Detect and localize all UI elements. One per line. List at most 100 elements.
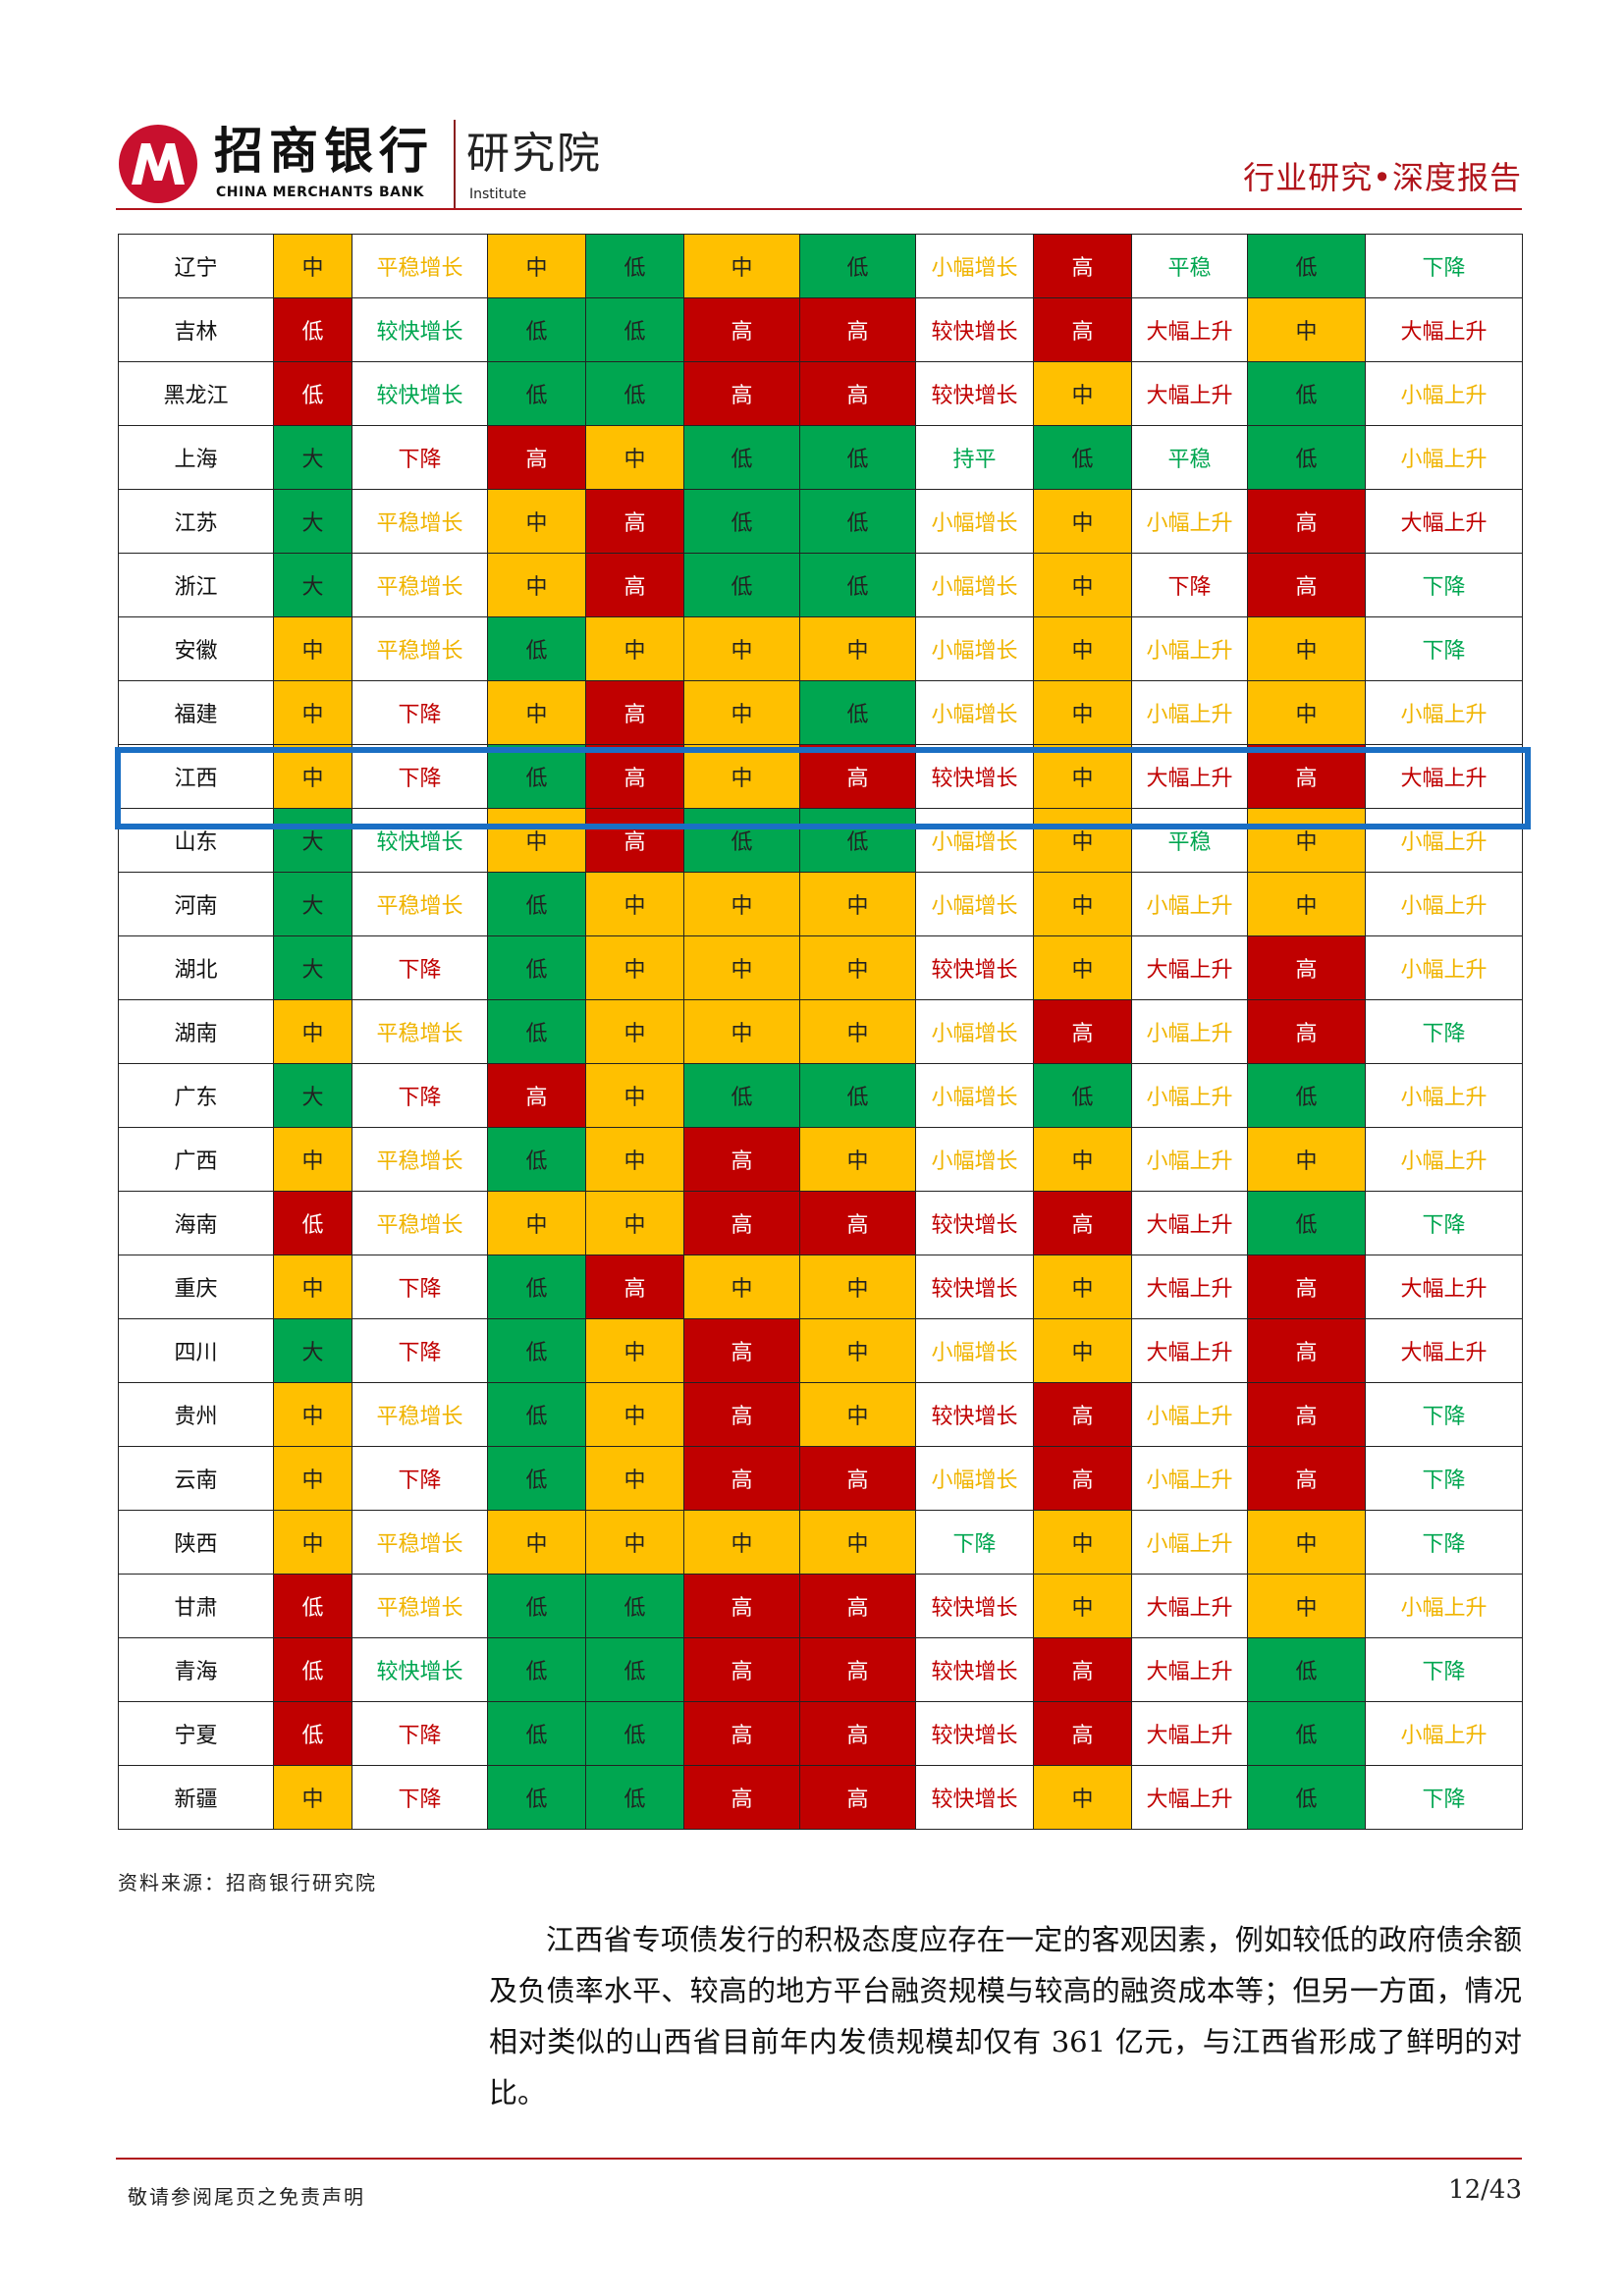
level-cell: 高 <box>1033 1382 1132 1447</box>
level-cell: 高 <box>1033 1701 1132 1766</box>
trend-cell: 大幅上升 <box>1131 297 1248 362</box>
trend-cell: 大幅上升 <box>1365 744 1523 809</box>
level-cell: 低 <box>273 1637 352 1702</box>
trend-cell: 平稳增长 <box>352 872 488 936</box>
trend-cell: 下降 <box>352 680 488 745</box>
level-cell: 高 <box>1247 744 1366 809</box>
table-row: 吉林低较快增长低低高高较快增长高大幅上升中大幅上升 <box>118 297 1523 362</box>
province-name-cell: 湖北 <box>118 935 274 1000</box>
level-cell: 中 <box>1033 553 1132 617</box>
level-cell: 中 <box>799 999 916 1064</box>
level-cell: 高 <box>799 1765 916 1830</box>
level-cell: 中 <box>683 935 800 1000</box>
trend-cell: 小幅上升 <box>1365 808 1523 873</box>
level-cell: 高 <box>799 1637 916 1702</box>
level-cell: 中 <box>585 1510 684 1575</box>
trend-cell: 大幅上升 <box>1131 1574 1248 1638</box>
trend-cell: 平稳增长 <box>352 1382 488 1447</box>
level-cell: 高 <box>799 1446 916 1511</box>
level-cell: 低 <box>1247 1063 1366 1128</box>
level-cell: 中 <box>799 1382 916 1447</box>
level-cell: 大 <box>273 553 352 617</box>
level-cell: 低 <box>585 297 684 362</box>
level-cell: 低 <box>487 999 586 1064</box>
table-row: 陕西中平稳增长中中中中下降中小幅上升中下降 <box>118 1510 1523 1575</box>
report-category: 行业研究•深度报告 <box>1243 159 1522 196</box>
trend-cell: 较快增长 <box>915 1191 1034 1255</box>
level-cell: 高 <box>683 1765 800 1830</box>
level-cell: 高 <box>585 808 684 873</box>
level-cell: 高 <box>799 1191 916 1255</box>
level-cell: 低 <box>585 1765 684 1830</box>
province-name-cell: 重庆 <box>118 1255 274 1319</box>
level-cell: 中 <box>683 234 800 298</box>
level-cell: 中 <box>487 1191 586 1255</box>
province-name-cell: 山东 <box>118 808 274 873</box>
level-cell: 中 <box>683 1510 800 1575</box>
trend-cell: 较快增长 <box>352 297 488 362</box>
level-cell: 低 <box>487 1382 586 1447</box>
level-cell: 中 <box>1247 616 1366 681</box>
table-row: 云南中下降低中高高小幅增长高小幅上升高下降 <box>118 1446 1523 1511</box>
level-cell: 高 <box>1247 489 1366 554</box>
level-cell: 中 <box>1033 1318 1132 1383</box>
province-name-cell: 江西 <box>118 744 274 809</box>
province-name-cell: 辽宁 <box>118 234 274 298</box>
trend-cell: 平稳 <box>1131 234 1248 298</box>
trend-cell: 小幅上升 <box>1131 489 1248 554</box>
trend-cell: 下降 <box>1365 1510 1523 1575</box>
level-cell: 中 <box>1247 297 1366 362</box>
level-cell: 低 <box>1247 1637 1366 1702</box>
level-cell: 中 <box>683 616 800 681</box>
level-cell: 低 <box>683 1063 800 1128</box>
level-cell: 低 <box>487 1318 586 1383</box>
level-cell: 高 <box>683 1382 800 1447</box>
trend-cell: 大幅上升 <box>1131 1191 1248 1255</box>
province-name-cell: 河南 <box>118 872 274 936</box>
level-cell: 中 <box>799 616 916 681</box>
body-paragraph: 江西省专项债发行的积极态度应存在一定的客观因素，例如较低的政府债余额及负债率水平… <box>489 1923 1522 2109</box>
level-cell: 低 <box>799 553 916 617</box>
level-cell: 低 <box>1247 1701 1366 1766</box>
trend-cell: 大幅上升 <box>1131 1701 1248 1766</box>
level-cell: 中 <box>683 872 800 936</box>
trend-cell: 持平 <box>915 425 1034 490</box>
province-name-cell: 青海 <box>118 1637 274 1702</box>
trend-cell: 大幅上升 <box>1131 1318 1248 1383</box>
level-cell: 中 <box>487 553 586 617</box>
trend-cell: 平稳增长 <box>352 999 488 1064</box>
table-row: 重庆中下降低高中中较快增长中大幅上升高大幅上升 <box>118 1255 1523 1319</box>
level-cell: 中 <box>1033 1765 1132 1830</box>
trend-cell: 小幅增长 <box>915 1446 1034 1511</box>
level-cell: 中 <box>799 1255 916 1319</box>
level-cell: 中 <box>799 1318 916 1383</box>
table-row: 江西中下降低高中高较快增长中大幅上升高大幅上升 <box>118 744 1523 809</box>
trend-cell: 下降 <box>352 935 488 1000</box>
level-cell: 中 <box>1033 935 1132 1000</box>
table-row: 湖北大下降低中中中较快增长中大幅上升高小幅上升 <box>118 935 1523 1000</box>
level-cell: 中 <box>585 872 684 936</box>
trend-cell: 小幅增长 <box>915 1063 1034 1128</box>
level-cell: 高 <box>1033 1191 1132 1255</box>
trend-cell: 小幅增长 <box>915 489 1034 554</box>
level-cell: 低 <box>487 1127 586 1192</box>
province-name-cell: 贵州 <box>118 1382 274 1447</box>
table-row: 上海大下降高中低低持平低平稳低小幅上升 <box>118 425 1523 490</box>
level-cell: 高 <box>1247 553 1366 617</box>
province-name-cell: 云南 <box>118 1446 274 1511</box>
trend-cell: 下降 <box>352 1701 488 1766</box>
level-cell: 低 <box>585 234 684 298</box>
level-cell: 中 <box>273 1255 352 1319</box>
level-cell: 高 <box>683 1446 800 1511</box>
level-cell: 高 <box>1033 297 1132 362</box>
level-cell: 高 <box>1247 1255 1366 1319</box>
level-cell: 中 <box>273 1382 352 1447</box>
level-cell: 低 <box>487 1446 586 1511</box>
trend-cell: 平稳增长 <box>352 1510 488 1575</box>
table-row: 辽宁中平稳增长中低中低小幅增长高平稳低下降 <box>118 234 1523 298</box>
level-cell: 大 <box>273 935 352 1000</box>
level-cell: 中 <box>1033 1255 1132 1319</box>
trend-cell: 下降 <box>352 1318 488 1383</box>
province-name-cell: 新疆 <box>118 1765 274 1830</box>
level-cell: 低 <box>585 1637 684 1702</box>
